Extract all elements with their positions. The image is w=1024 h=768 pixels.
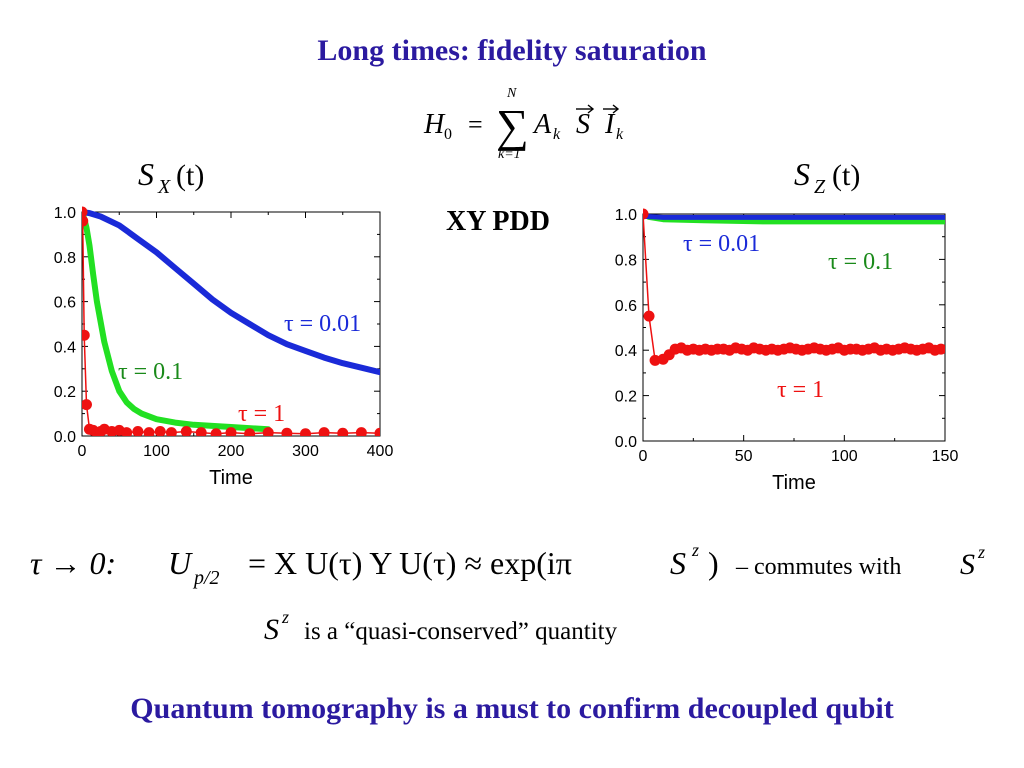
data-point: [154, 426, 166, 436]
series-group: [643, 208, 945, 366]
data-point: [374, 427, 380, 436]
data-point: [180, 426, 192, 436]
formula-body: = X U(τ) Y U(τ) ≈ exp(iπ: [248, 545, 572, 581]
data-point: [82, 206, 88, 218]
series-label: τ = 0.1: [118, 359, 183, 385]
data-point: [643, 208, 649, 220]
y-tick-label: 0.4: [54, 339, 76, 356]
x-tick-label: 150: [932, 448, 959, 465]
data-point: [132, 426, 144, 436]
x-tick-label: 400: [367, 443, 394, 460]
chart-title-arg: (t): [176, 159, 204, 192]
formula-close: ): [708, 545, 719, 581]
y-tick-label: 0.0: [54, 429, 76, 446]
data-point: [143, 427, 155, 436]
ham-lhs-sub: 0: [444, 126, 452, 143]
data-point: [337, 427, 349, 436]
ham-spin: S: [576, 109, 590, 140]
y-tick-label: 0.2: [615, 389, 637, 406]
formula-line: τ → 0: U p/2 = X U(τ) Y U(τ) ≈ exp(iπ S …: [30, 540, 985, 589]
series-line-0: [643, 213, 945, 220]
x-axis-label: Time: [209, 467, 253, 489]
sx-chart: S X (t) 0.0 0.2 0.4 0.6 0.8 1.0 0 100 200 300 400 Time…: [54, 156, 394, 489]
x-tick-label: 100: [831, 448, 858, 465]
ham-lhs: H: [423, 109, 446, 140]
x-axis-label: Time: [772, 472, 816, 494]
formula-commutes: – commutes with: [735, 554, 901, 580]
sum-sign: ∑: [496, 100, 529, 151]
data-point: [649, 354, 661, 366]
data-point: [318, 427, 330, 436]
chart-title-main: S: [138, 156, 154, 192]
formula-sz: S: [670, 545, 686, 581]
ham-coef: A: [532, 109, 552, 140]
chart-title-main: S: [794, 156, 810, 192]
statement-text: is a “quasi-conserved” quantity: [304, 618, 618, 645]
series-label: τ = 0.1: [828, 249, 893, 275]
series-label: τ = 0.01: [683, 231, 760, 257]
series-label: τ = 1: [238, 401, 285, 427]
formula-u: U: [168, 545, 193, 581]
sz-chart: S Z (t) 0.0 0.2 0.4 0.6 0.8 1.0 0 50 100 150 Time τ = …: [615, 156, 959, 494]
formula-u-sub: p/2: [192, 567, 220, 589]
y-tick-label: 0.6: [615, 298, 637, 315]
x-tick-label: 50: [735, 448, 753, 465]
data-point: [355, 427, 367, 436]
statement-line: S z is a “quasi-conserved” quantity: [264, 607, 618, 646]
series-line-1: [82, 209, 272, 433]
y-tick-label: 0.0: [615, 434, 637, 451]
chart-title-sub: X: [157, 176, 171, 198]
chart-title-sub: Z: [814, 176, 826, 198]
x-tick-label: 200: [218, 443, 245, 460]
x-tick-label: 0: [78, 443, 87, 460]
series-group: [82, 206, 380, 436]
y-tick-label: 0.8: [615, 252, 637, 269]
data-point: [262, 427, 274, 436]
slide-title: Long times: fidelity saturation: [317, 34, 707, 67]
ham-eq: =: [468, 110, 483, 139]
data-point: [195, 427, 207, 436]
data-point: [121, 427, 133, 436]
data-point: [82, 329, 90, 341]
x-tick-label: 300: [292, 443, 319, 460]
y-tick-label: 0.2: [54, 384, 76, 401]
data-point: [210, 428, 222, 436]
formula-sz-sup: z: [691, 540, 699, 560]
conclusion-text: Quantum tomography is a must to confirm …: [130, 692, 894, 725]
formula-lhs: τ → 0:: [30, 545, 116, 581]
ham-sum-top: N: [506, 86, 517, 101]
xy-pdd-label: XY PDD: [446, 206, 550, 237]
data-point: [935, 343, 945, 355]
formula-s2: S: [960, 548, 975, 581]
y-tick-label: 0.4: [615, 343, 637, 360]
y-tick-label: 1.0: [615, 207, 637, 224]
ham-nuc: I: [604, 109, 616, 140]
hamiltonian-equation: H 0 = ∑ N k=1 A k S I k: [423, 86, 624, 162]
ham-sum-bottom: k=1: [498, 147, 521, 162]
x-tick-label: 100: [143, 443, 170, 460]
data-point: [82, 399, 92, 411]
data-point: [300, 428, 311, 436]
data-point: [165, 427, 177, 436]
data-point: [244, 428, 256, 436]
statement-s: S: [264, 613, 279, 646]
ham-coef-sub: k: [553, 126, 561, 143]
data-point: [82, 215, 89, 227]
formula-s2-sup: z: [977, 542, 985, 562]
data-point: [281, 427, 293, 436]
series-label: τ = 1: [777, 377, 824, 403]
data-point: [225, 427, 237, 436]
ham-nuc-sub: k: [616, 126, 624, 143]
chart-title-arg: (t): [832, 159, 860, 192]
statement-sup: z: [281, 607, 289, 627]
y-tick-label: 0.6: [54, 295, 76, 312]
series-line-0: [82, 209, 380, 376]
data-point: [643, 310, 655, 322]
y-tick-label: 1.0: [54, 205, 76, 222]
y-tick-label: 0.8: [54, 250, 76, 267]
x-tick-label: 0: [639, 448, 648, 465]
series-label: τ = 0.01: [284, 311, 361, 337]
